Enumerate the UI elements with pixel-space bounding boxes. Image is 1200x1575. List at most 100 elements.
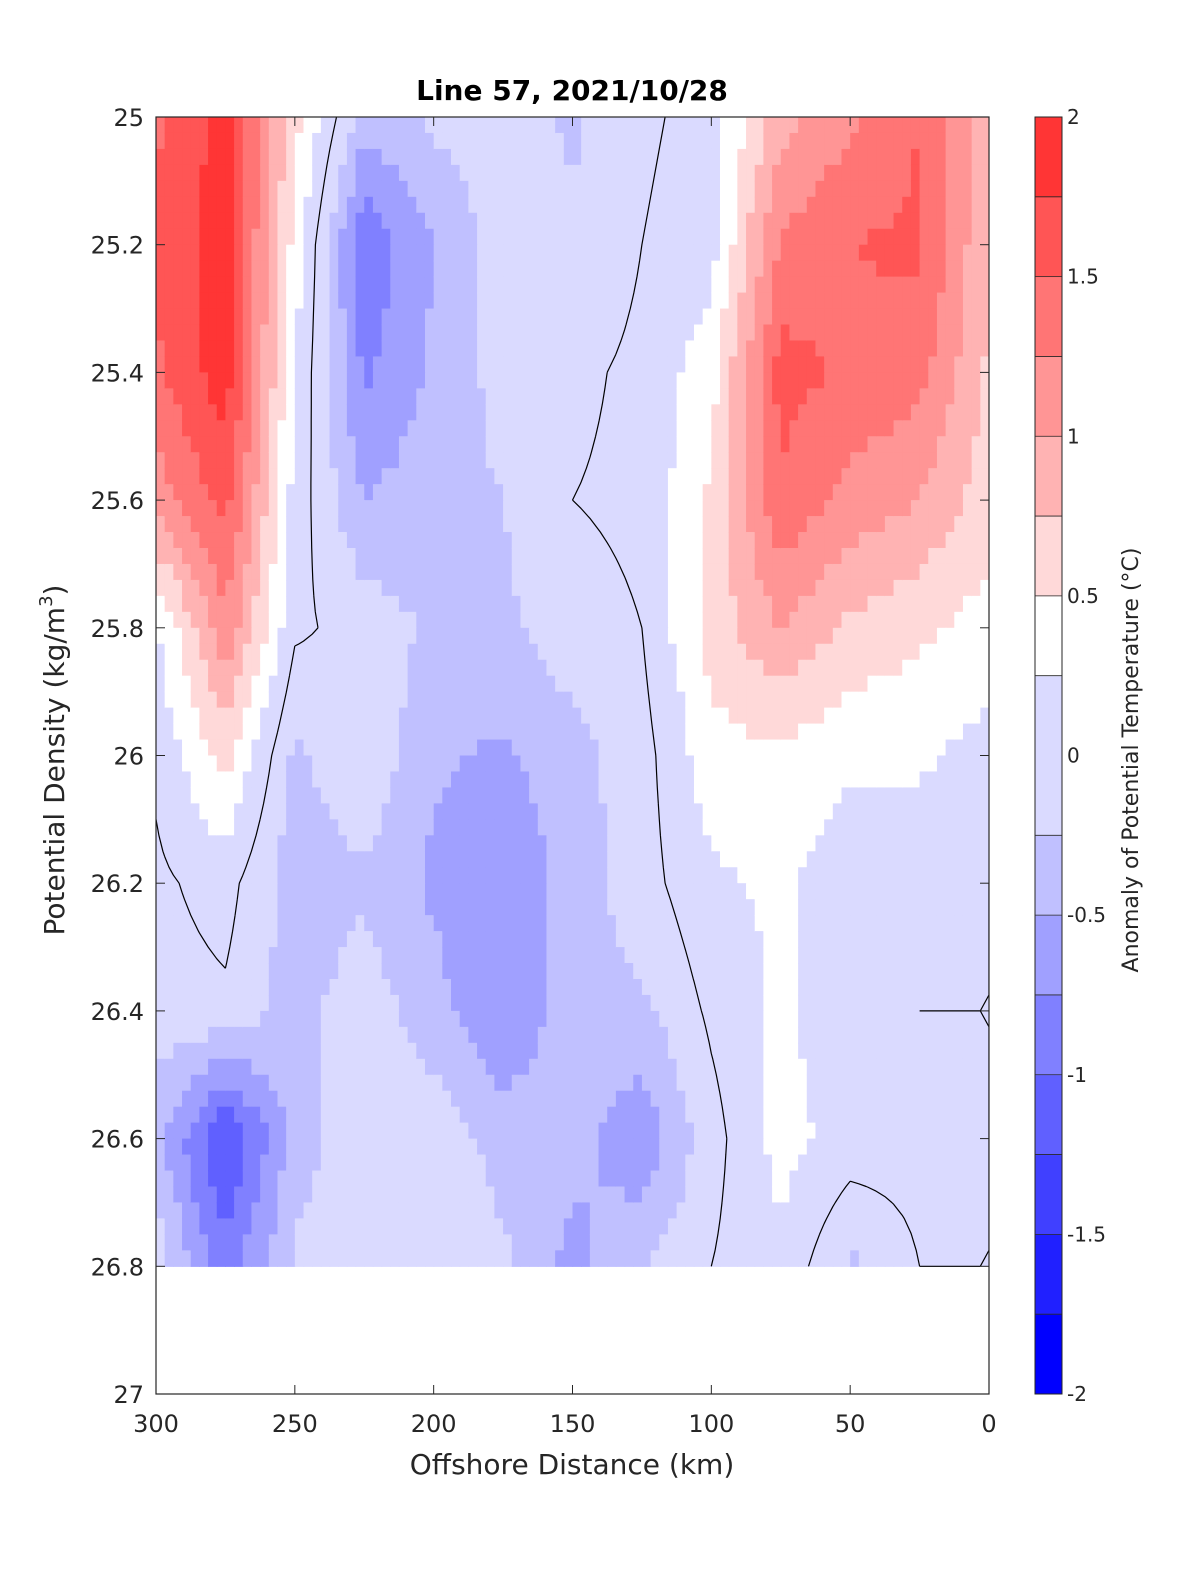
anomaly-cell	[546, 883, 556, 900]
anomaly-cell	[572, 532, 582, 549]
anomaly-cell	[312, 851, 322, 868]
anomaly-cell	[398, 388, 409, 405]
anomaly-cell	[208, 340, 218, 358]
anomaly-cell	[633, 611, 643, 629]
anomaly-cell	[520, 500, 530, 517]
anomaly-cell	[424, 771, 435, 789]
anomaly-cell	[338, 978, 348, 996]
anomaly-cell	[208, 691, 218, 709]
anomaly-cell	[485, 675, 496, 693]
anomaly-cell	[511, 978, 522, 996]
anomaly-cell	[390, 276, 400, 294]
anomaly-cell	[876, 675, 886, 693]
anomaly-cell	[520, 404, 530, 421]
anomaly-cell	[711, 835, 721, 852]
anomaly-cell	[164, 707, 174, 725]
anomaly-cell	[225, 739, 235, 757]
anomaly-cell	[676, 292, 686, 310]
anomaly-cell	[893, 372, 903, 389]
anomaly-cell	[824, 372, 834, 389]
anomaly-cell	[286, 164, 296, 182]
anomaly-cell	[485, 835, 496, 852]
anomaly-cell	[711, 292, 721, 310]
anomaly-cell	[407, 819, 417, 836]
anomaly-cell	[173, 500, 183, 517]
anomaly-cell	[815, 404, 825, 421]
anomaly-cell	[260, 915, 270, 932]
anomaly-cell	[806, 340, 817, 358]
anomaly-cell	[650, 212, 660, 230]
anomaly-cell	[746, 420, 756, 437]
anomaly-cell	[676, 212, 686, 230]
anomaly-cell	[216, 867, 227, 884]
anomaly-cell	[980, 212, 989, 230]
anomaly-cell	[355, 611, 365, 629]
anomaly-cell	[693, 755, 704, 773]
anomaly-cell	[563, 547, 574, 565]
anomaly-cell	[511, 500, 522, 517]
anomaly-cell	[416, 404, 426, 421]
anomaly-cell	[806, 292, 817, 310]
anomaly-cell	[372, 963, 383, 980]
anomaly-cell	[572, 148, 582, 166]
anomaly-cell	[806, 228, 817, 246]
anomaly-cell	[468, 500, 478, 517]
anomaly-cell	[294, 484, 305, 501]
anomaly-cell	[980, 563, 989, 581]
anomaly-cell	[451, 547, 461, 565]
anomaly-cell	[225, 244, 235, 262]
anomaly-cell	[208, 739, 218, 757]
anomaly-cell	[277, 532, 287, 549]
anomaly-cell	[338, 324, 348, 342]
anomaly-cell	[798, 340, 808, 358]
anomaly-cell	[702, 627, 712, 645]
anomaly-cell	[772, 819, 782, 836]
anomaly-cell	[572, 915, 582, 932]
anomaly-cell	[754, 723, 764, 741]
anomaly-cell	[208, 819, 218, 836]
anomaly-cell	[581, 579, 591, 597]
anomaly-cell	[294, 883, 305, 900]
anomaly-cell	[789, 675, 799, 693]
anomaly-cell	[216, 675, 227, 693]
anomaly-cell	[303, 771, 313, 789]
anomaly-cell	[711, 340, 721, 358]
anomaly-cell	[277, 436, 287, 453]
anomaly-cell	[355, 468, 365, 485]
anomaly-cell	[520, 452, 530, 469]
anomaly-cell	[919, 340, 929, 358]
anomaly-cell	[251, 244, 261, 262]
anomaly-cell	[962, 260, 973, 278]
anomaly-cell	[329, 212, 339, 230]
anomaly-cell	[277, 851, 287, 868]
anomaly-cell	[910, 835, 921, 852]
anomaly-cell	[416, 452, 426, 469]
anomaly-cell	[581, 164, 591, 182]
anomaly-cell	[190, 500, 200, 517]
anomaly-cell	[832, 436, 843, 453]
anomaly-cell	[485, 867, 496, 884]
anomaly-cell	[624, 452, 634, 469]
anomaly-cell	[615, 260, 626, 278]
anomaly-cell	[234, 180, 244, 198]
anomaly-cell	[494, 611, 504, 629]
anomaly-cell	[407, 500, 417, 517]
anomaly-cell	[763, 372, 773, 389]
anomaly-cell	[954, 675, 964, 693]
anomaly-cell	[945, 468, 955, 485]
anomaly-cell	[225, 292, 235, 310]
anomaly-cell	[876, 771, 886, 789]
anomaly-cell	[572, 292, 582, 310]
anomaly-cell	[364, 117, 374, 134]
anomaly-cell	[477, 500, 487, 517]
anomaly-cell	[303, 276, 313, 294]
anomaly-cell	[277, 276, 287, 294]
anomaly-cell	[346, 117, 357, 134]
anomaly-cell	[381, 532, 391, 549]
anomaly-cell	[225, 707, 235, 725]
anomaly-cell	[320, 994, 331, 1012]
anomaly-cell	[858, 117, 869, 134]
anomaly-cell	[546, 723, 556, 741]
anomaly-cell	[910, 851, 921, 868]
anomaly-cell	[607, 563, 617, 581]
